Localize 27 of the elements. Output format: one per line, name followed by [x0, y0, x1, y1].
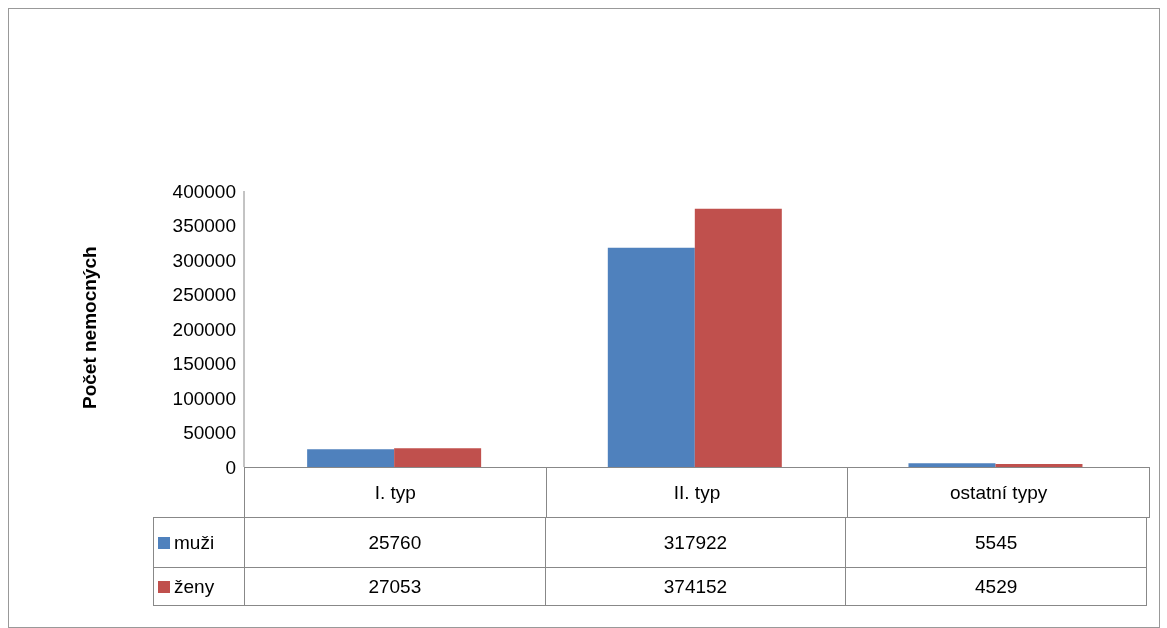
y-tick-label: 0	[225, 456, 236, 478]
legend-label: ženy	[153, 567, 245, 606]
y-tick-label: 100000	[172, 387, 236, 409]
y-tick-label: 250000	[172, 284, 236, 306]
y-tick-label: 400000	[172, 180, 236, 202]
y-axis-title: Počet nemocných	[78, 246, 100, 409]
data-label: 27053	[244, 567, 546, 606]
bar	[995, 463, 1083, 467]
x-tick-label: I. typ	[244, 467, 547, 518]
data-label: 5545	[845, 517, 1147, 568]
y-tick-label: 300000	[172, 249, 236, 271]
data-label: 317922	[545, 517, 846, 568]
bar	[908, 463, 996, 467]
bar	[394, 448, 482, 467]
bar	[694, 208, 782, 467]
y-tick-label: 350000	[172, 215, 236, 237]
x-tick-label: ostatní typy	[847, 467, 1150, 518]
legend-label: muži	[153, 517, 245, 568]
y-tick-label: 200000	[172, 318, 236, 340]
data-label: 4529	[845, 567, 1147, 606]
data-label: 374152	[545, 567, 846, 606]
bar	[607, 247, 695, 467]
x-tick-label: II. typ	[546, 467, 848, 518]
y-tick-label: 150000	[172, 353, 236, 375]
data-label: 25760	[244, 517, 546, 568]
bar	[307, 449, 395, 467]
y-tick-label: 50000	[183, 422, 236, 444]
